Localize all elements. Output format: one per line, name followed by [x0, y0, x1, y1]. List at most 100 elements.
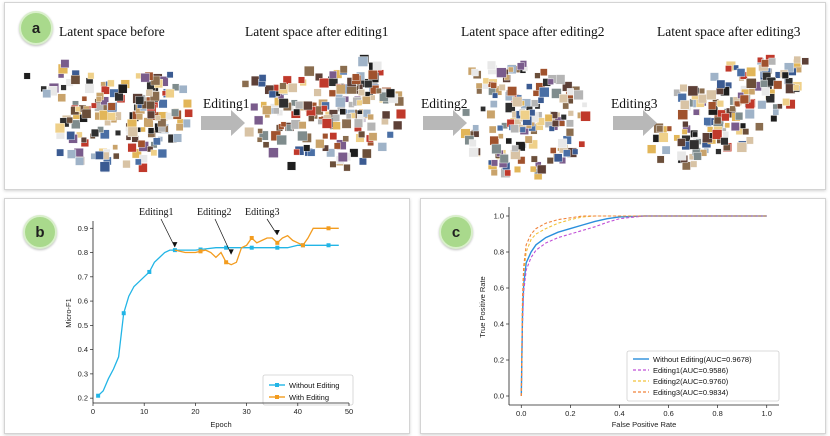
latent-thumbnail — [681, 128, 688, 135]
latent-thumbnail — [765, 93, 775, 103]
latent-thumbnail — [329, 160, 337, 168]
latent-thumbnail — [468, 147, 479, 158]
latent-thumbnail — [551, 88, 562, 99]
data-point-marker — [249, 235, 254, 240]
roc-y-tick-label: 0.8 — [494, 248, 504, 257]
latent-thumbnail — [519, 126, 526, 133]
latent-thumbnail — [462, 108, 470, 117]
arrow-editing2: Editing2 — [421, 96, 468, 136]
latent-thumbnail — [530, 155, 538, 163]
latent-thumbnail — [112, 144, 118, 151]
latent-thumbnail — [729, 105, 736, 112]
latent-thumbnail — [175, 123, 184, 131]
latent-thumbnail — [339, 65, 348, 74]
latent-thumbnail — [658, 132, 669, 143]
latent-thumbnail — [359, 157, 367, 166]
data-point-marker — [275, 245, 280, 250]
latent-thumbnail — [367, 113, 374, 121]
latent-thumbnail — [115, 129, 121, 136]
latent-thumbnail — [499, 154, 509, 164]
latent-thumbnail — [508, 66, 514, 73]
legend-without-editing: Without Editing — [289, 381, 339, 390]
arrow-label-editing2: Editing2 — [421, 96, 468, 111]
latent-thumbnail — [773, 80, 783, 90]
latent-thumbnail — [761, 59, 769, 68]
latent-thumbnail — [127, 143, 137, 153]
latent-thumbnail — [517, 156, 526, 165]
latent-thumbnail — [182, 99, 192, 109]
latent-thumbnail — [733, 64, 739, 71]
arrow-label-editing1: Editing1 — [203, 96, 250, 111]
latent-thumbnail — [555, 74, 566, 85]
latent-thumbnail — [56, 148, 64, 157]
latent-thumbnail — [781, 71, 789, 79]
latent-thumbnail — [135, 158, 142, 166]
data-point-marker — [147, 269, 152, 274]
latent-thumbnail — [280, 121, 287, 128]
title-editing1: Latent space after editing1 — [245, 24, 389, 39]
latent-thumbnail — [784, 62, 794, 73]
latent-thumbnail — [682, 121, 689, 128]
annotation-arrowhead — [274, 229, 280, 235]
latent-thumbnail — [184, 108, 193, 118]
x-tick-label: 50 — [345, 407, 353, 416]
panel-c: c True Positive Rate False Positive Rate… — [420, 198, 826, 434]
latent-thumbnail — [490, 169, 498, 177]
roc-legend-editing1: Editing1(AUC=0.9586) — [653, 366, 729, 375]
latent-thumbnail — [520, 110, 530, 120]
latent-thumbnail — [81, 108, 92, 119]
latent-thumbnail — [268, 90, 277, 99]
x-tick-label: 20 — [191, 407, 199, 416]
roc-x-tick-label: 0.6 — [663, 409, 673, 418]
latent-thumbnail — [150, 149, 158, 157]
latent-thumbnail — [157, 118, 167, 128]
latent-thumbnail — [87, 72, 95, 80]
latent-thumbnail — [710, 72, 719, 82]
latent-thumbnail — [113, 152, 120, 160]
data-point-marker — [326, 243, 331, 248]
latent-thumbnail — [332, 121, 341, 130]
latent-thumbnail — [99, 161, 111, 172]
latent-thumbnail — [514, 165, 521, 173]
latent-thumbnail — [736, 68, 746, 77]
latent-thumbnail — [482, 77, 490, 85]
latent-thumbnail — [725, 65, 732, 73]
latent-thumbnail — [303, 144, 311, 152]
latent-thumbnail — [716, 100, 724, 108]
latent-thumbnail — [75, 156, 84, 166]
latent-thumbnail — [692, 131, 698, 138]
latent-thumbnail — [54, 123, 65, 134]
latent-thumbnail — [492, 92, 498, 99]
latent-thumbnail — [573, 89, 584, 100]
latent-thumbnail — [339, 108, 346, 115]
latent-thumbnail — [706, 89, 717, 101]
micro-f1-chart: Editing1 Editing2 Editing3 Micro-F1 Epoc… — [64, 207, 354, 429]
latent-thumbnail — [333, 142, 341, 150]
latent-thumbnail — [375, 87, 382, 94]
latent-thumbnail — [147, 127, 155, 134]
panel-a-badge: a — [19, 11, 53, 45]
latent-thumbnail — [740, 122, 746, 129]
latent-thumbnail — [42, 89, 52, 99]
latent-thumbnail — [544, 114, 553, 122]
y-tick-label: 0.3 — [78, 369, 88, 378]
roc-y-tick-label: 0.2 — [494, 356, 504, 365]
roc-y-tick-label: 0.0 — [494, 392, 504, 401]
latent-thumbnail — [690, 160, 698, 168]
series-without-editing — [97, 244, 339, 397]
latent-thumbnail — [298, 121, 307, 130]
latent-thumbnail — [761, 87, 771, 96]
latent-thumbnail — [661, 145, 671, 155]
latent-thumbnail — [368, 69, 378, 80]
latent-thumbnail — [488, 125, 497, 134]
latent-thumbnail — [131, 148, 142, 159]
latent-thumbnail — [90, 128, 99, 137]
latent-thumbnail — [166, 71, 174, 79]
annotation-arrowhead — [172, 242, 178, 248]
latent-thumbnail — [322, 133, 329, 140]
latent-thumbnail — [101, 85, 110, 95]
latent-thumbnail — [165, 88, 175, 98]
latent-thumbnail — [147, 145, 154, 153]
latent-thumbnail — [80, 137, 87, 144]
roc-x-tick-label: 0.0 — [516, 409, 526, 418]
